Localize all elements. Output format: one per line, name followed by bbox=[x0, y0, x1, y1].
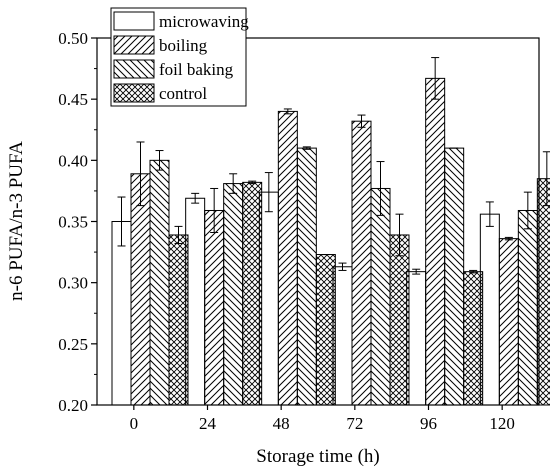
error-bar-boiling-0 bbox=[136, 141, 145, 207]
bar-microwaving-96 bbox=[406, 271, 427, 406]
bar-boiling-72 bbox=[351, 120, 372, 406]
error-bar-control-96 bbox=[469, 269, 478, 274]
bar-boiling-120 bbox=[498, 238, 519, 406]
bar-microwaving-120 bbox=[479, 213, 500, 406]
x-tick-label: 24 bbox=[199, 414, 217, 433]
legend-label-control: control bbox=[159, 84, 207, 103]
error-bar-microwaving-72 bbox=[338, 262, 347, 271]
error-bar-boiling-96 bbox=[431, 57, 440, 100]
y-tick-label: 0.25 bbox=[58, 335, 88, 354]
bar-foil-baking-96 bbox=[444, 147, 465, 406]
error-bar-boiling-48 bbox=[283, 108, 292, 115]
error-bar-boiling-120 bbox=[504, 236, 513, 241]
legend-swatch-foil-baking bbox=[113, 59, 155, 79]
y-tick-label: 0.35 bbox=[58, 213, 88, 232]
error-bar-microwaving-48 bbox=[264, 172, 273, 213]
error-bar-foil-baking-24 bbox=[229, 173, 238, 194]
x-tick-label: 72 bbox=[346, 414, 363, 433]
bar-microwaving-72 bbox=[332, 266, 353, 406]
y-axis: 0.20 0.25 0.30 0.35 0.40 0.45 0.50 bbox=[58, 29, 97, 415]
error-bar-control-0 bbox=[174, 225, 183, 245]
x-axis: 0 24 48 72 96 120 bbox=[130, 405, 515, 433]
legend-swatch-microwaving bbox=[113, 11, 155, 31]
bar-foil-baking-0 bbox=[149, 159, 170, 406]
legend-swatch-boiling bbox=[113, 35, 155, 55]
error-bar-control-72 bbox=[395, 213, 404, 257]
error-bar-foil-baking-0 bbox=[155, 150, 164, 171]
legend-label-boiling: boiling bbox=[159, 36, 208, 55]
legend-label-microwaving: microwaving bbox=[159, 12, 249, 31]
error-bar-boiling-72 bbox=[357, 114, 366, 128]
bar-boiling-0 bbox=[130, 173, 151, 406]
bars-layer bbox=[111, 77, 550, 406]
bar-control-72 bbox=[389, 234, 410, 406]
bar-control-96 bbox=[463, 271, 484, 406]
legend-swatch-control bbox=[113, 83, 155, 103]
bar-control-48 bbox=[315, 254, 336, 406]
y-tick-label: 0.50 bbox=[58, 29, 88, 48]
error-bars-layer bbox=[117, 57, 550, 275]
bar-control-24 bbox=[242, 181, 263, 406]
bar-boiling-48 bbox=[277, 110, 298, 406]
error-bar-foil-baking-48 bbox=[302, 146, 311, 150]
bar-control-0 bbox=[168, 234, 189, 406]
error-bar-microwaving-0 bbox=[117, 196, 126, 247]
legend: microwaving boiling foil baking control bbox=[110, 7, 249, 107]
bar-microwaving-0 bbox=[111, 221, 132, 406]
error-bar-boiling-24 bbox=[210, 187, 219, 234]
bar-microwaving-48 bbox=[258, 191, 279, 406]
x-tick-label: 48 bbox=[273, 414, 290, 433]
bar-boiling-96 bbox=[425, 77, 446, 406]
bar-foil-baking-120 bbox=[517, 209, 538, 406]
error-bar-foil-baking-120 bbox=[523, 191, 532, 230]
bar-foil-baking-48 bbox=[296, 147, 317, 406]
bar-microwaving-24 bbox=[185, 197, 206, 406]
error-bar-foil-baking-72 bbox=[376, 161, 385, 216]
y-tick-label: 0.30 bbox=[58, 274, 88, 293]
y-tick-label: 0.45 bbox=[58, 90, 88, 109]
error-bar-control-24 bbox=[248, 180, 257, 185]
x-axis-title: Storage time (h) bbox=[256, 446, 379, 467]
error-bar-microwaving-24 bbox=[191, 192, 200, 204]
legend-label-foil-baking: foil baking bbox=[159, 60, 234, 79]
error-bar-microwaving-120 bbox=[485, 201, 494, 227]
x-tick-label: 0 bbox=[130, 414, 139, 433]
bar-foil-baking-24 bbox=[223, 183, 244, 406]
y-tick-label: 0.20 bbox=[58, 396, 88, 415]
bar-boiling-24 bbox=[204, 209, 225, 406]
error-bar-microwaving-96 bbox=[412, 268, 421, 275]
x-tick-label: 120 bbox=[489, 414, 515, 433]
bar-foil-baking-72 bbox=[370, 187, 391, 406]
x-tick-label: 96 bbox=[420, 414, 437, 433]
y-tick-label: 0.40 bbox=[58, 151, 88, 170]
y-axis-title: n-6 PUFA/n-3 PUFA bbox=[6, 141, 27, 301]
